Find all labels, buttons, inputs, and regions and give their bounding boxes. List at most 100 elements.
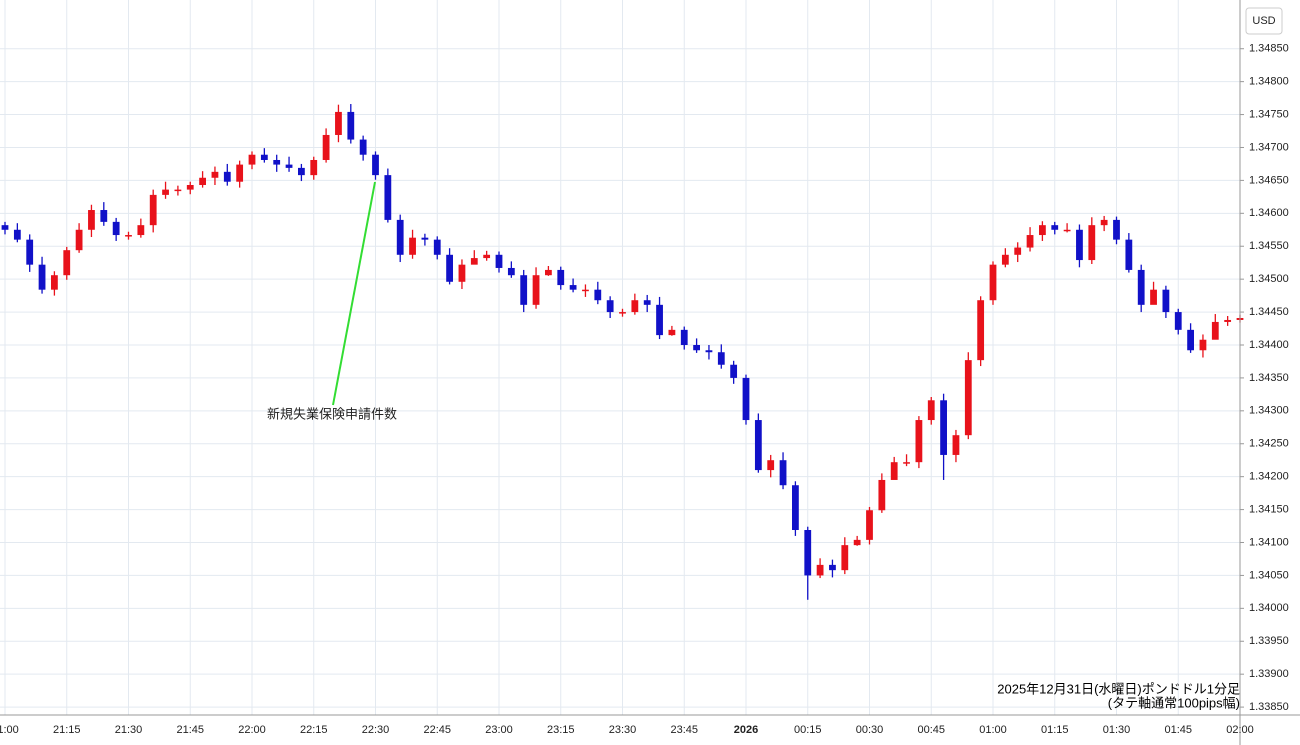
candle-body <box>1026 235 1034 248</box>
candle-body <box>495 254 503 268</box>
y-tick-label: 1.34000 <box>1249 602 1289 614</box>
x-tick-label: 22:15 <box>300 724 328 736</box>
candle-body <box>545 269 552 276</box>
x-tick-label: 23:15 <box>547 724 575 736</box>
x-tick-label: 00:15 <box>794 724 822 736</box>
annotation: 新規失業保険申請件数 <box>267 406 397 421</box>
candle-body <box>804 529 812 576</box>
candle-body <box>717 352 725 365</box>
candle-body <box>1014 247 1022 255</box>
candle-body <box>582 289 589 292</box>
candle-body <box>1137 269 1145 305</box>
candle-body <box>248 154 256 165</box>
caption: (タテ軸通常100pips幅) <box>1108 695 1240 710</box>
candle-body <box>285 164 293 168</box>
candle-body <box>446 254 453 282</box>
x-tick-label: 23:45 <box>670 724 698 736</box>
candle-body <box>273 159 281 165</box>
candle-body <box>174 189 182 192</box>
candle-body <box>779 460 787 486</box>
x-tick-label: 22:30 <box>362 724 390 736</box>
x-tick-label: 21:15 <box>53 724 81 736</box>
candle-body <box>347 111 355 140</box>
x-tick-label: 00:30 <box>856 724 884 736</box>
candle-body <box>409 237 416 255</box>
x-tick-label: 23:30 <box>609 724 637 736</box>
candle-body <box>1199 339 1207 351</box>
y-tick-label: 1.34550 <box>1249 240 1289 252</box>
currency-box <box>1245 7 1283 35</box>
candle-body <box>421 237 429 240</box>
candle-body <box>816 564 824 576</box>
x-tick-label: 00:45 <box>917 724 945 736</box>
candle-body <box>866 510 873 540</box>
candle-body <box>1113 219 1120 240</box>
candle-body <box>730 364 738 378</box>
candle-body <box>1076 229 1083 261</box>
candle-body <box>1051 225 1059 230</box>
candle-body <box>223 171 231 182</box>
candle-body <box>149 194 157 226</box>
candle-body <box>557 269 565 286</box>
y-tick-label: 1.34050 <box>1249 569 1289 581</box>
candle-body <box>878 479 886 511</box>
candle-body <box>470 258 478 265</box>
candle-body <box>742 377 750 421</box>
y-tick-label: 1.34400 <box>1249 339 1289 351</box>
candle-body <box>989 264 997 301</box>
candle-body <box>483 254 491 259</box>
x-tick-label: 01:30 <box>1103 724 1131 736</box>
y-tick-label: 1.33950 <box>1249 635 1289 647</box>
candle-body <box>1001 254 1009 265</box>
currency: USD <box>1252 15 1275 27</box>
y-tick-label: 1.34200 <box>1249 471 1289 483</box>
candle-body <box>1174 312 1182 330</box>
y-tick-label: 1.34700 <box>1249 141 1289 153</box>
candle-body <box>100 210 108 222</box>
candle-body <box>433 239 441 255</box>
candle-body <box>384 175 392 220</box>
candle-body <box>606 300 614 313</box>
x-tick-label: 01:15 <box>1041 724 1069 736</box>
y-tick-label: 1.34350 <box>1249 372 1289 384</box>
candle-body <box>903 462 910 464</box>
candle-body <box>63 250 71 276</box>
annotation-line <box>332 181 376 406</box>
x-tick-label: 02:00 <box>1226 724 1254 736</box>
candles <box>1 104 1244 600</box>
x-tick-label: 21:45 <box>176 724 204 736</box>
candle-body <box>656 304 663 336</box>
candle-body <box>507 267 515 276</box>
candle-body <box>38 264 46 290</box>
candle-body <box>199 177 206 186</box>
candle-body <box>940 400 947 455</box>
candle-body <box>643 300 651 305</box>
candle-body <box>1150 289 1157 305</box>
candle-body <box>310 159 318 176</box>
candle-body <box>1 225 9 230</box>
x-tick-label: 22:00 <box>238 724 266 736</box>
candle-body <box>1125 239 1133 270</box>
y-tick-label: 1.34500 <box>1249 273 1289 285</box>
candle-body <box>1224 319 1232 322</box>
caption: 2025年12月31日(水曜日)ポンドドル1分足 <box>997 681 1240 696</box>
y-tick-label: 1.34450 <box>1249 306 1289 318</box>
y-tick-label: 1.34250 <box>1249 438 1289 450</box>
candle-body <box>359 139 367 155</box>
candle-body <box>569 285 577 290</box>
candle-body <box>668 329 676 336</box>
candle-body <box>619 312 626 314</box>
candle-body <box>1162 289 1170 313</box>
y-tick-label: 1.34800 <box>1249 76 1289 88</box>
candle-body <box>372 154 379 176</box>
candle-body <box>186 185 194 190</box>
candle-body <box>853 539 861 546</box>
candle-body <box>137 225 145 236</box>
candle-body <box>792 485 799 530</box>
y-tick-label: 1.34100 <box>1249 536 1289 548</box>
candle-body <box>298 167 305 176</box>
candle-body <box>705 350 713 353</box>
candle-body <box>211 171 219 178</box>
